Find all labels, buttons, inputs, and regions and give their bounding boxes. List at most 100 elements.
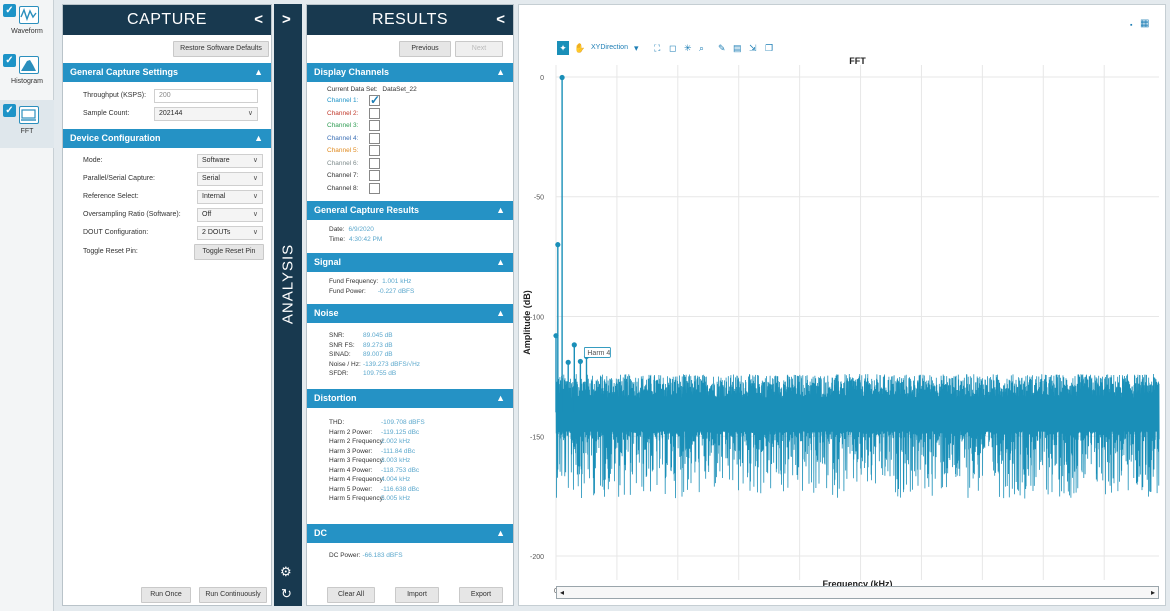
- gears-icon[interactable]: ⚙: [280, 564, 292, 579]
- channel-checkbox[interactable]: [369, 132, 380, 144]
- chevron-down-icon: ∨: [252, 157, 258, 164]
- run-once-button[interactable]: Run Once: [141, 587, 191, 603]
- y-tick-label: 0: [540, 75, 544, 82]
- collapse-results-icon[interactable]: <: [496, 11, 505, 28]
- restore-defaults-button[interactable]: Restore Software Defaults: [173, 41, 269, 57]
- chart-title: FFT: [849, 56, 866, 66]
- dout-config-value: 2 DOUTs: [202, 229, 231, 236]
- chevron-down-icon: ∨: [247, 110, 253, 117]
- result-row: SNR FS: 89.273 dB: [329, 341, 393, 350]
- channel-checkbox[interactable]: [369, 170, 380, 181]
- channel-label: Channel 8:: [327, 184, 359, 192]
- nav-item-fft[interactable]: ✓ FFT: [0, 100, 54, 148]
- distortion-header[interactable]: Distortion ▲: [307, 389, 513, 408]
- scroll-left-icon[interactable]: ◂: [560, 588, 565, 597]
- next-button[interactable]: Next: [455, 41, 503, 57]
- result-label: Harm 5 Power:: [329, 485, 373, 493]
- copy-icon[interactable]: ❐: [765, 43, 774, 53]
- previous-button[interactable]: Previous: [399, 41, 451, 57]
- checkbox-checked-icon[interactable]: ✓: [3, 104, 16, 117]
- dc-header[interactable]: DC ▲: [307, 524, 513, 543]
- result-row: Harm 5 Frequency: 5.005 kHz: [329, 494, 410, 503]
- general-capture-results-header[interactable]: General Capture Results ▲: [307, 201, 513, 220]
- dout-config-label: DOUT Configuration:: [83, 229, 149, 236]
- general-capture-settings-title: General Capture Settings: [70, 67, 179, 77]
- fund-frequency-value: 1.001 kHz: [382, 278, 412, 285]
- nav-item-histogram[interactable]: ✓ Histogram: [0, 50, 54, 98]
- dc-title: DC: [314, 528, 327, 538]
- result-label: SFDR:: [329, 370, 349, 377]
- zoom-icon[interactable]: ⌕: [699, 43, 705, 53]
- waveform-icon: [19, 6, 39, 24]
- export-button[interactable]: Export: [459, 587, 503, 603]
- fft-trace: [555, 373, 1160, 499]
- result-row: Harm 4 Power: -118.753 dBc: [329, 466, 419, 475]
- nav-label-histogram: Histogram: [11, 78, 43, 85]
- channel-label: Channel 7:: [327, 172, 359, 179]
- result-label: SINAD:: [329, 351, 351, 358]
- channel-label: Channel 2:: [327, 109, 359, 117]
- signal-title: Signal: [314, 257, 342, 267]
- parallel-serial-select[interactable]: Serial ∨: [197, 172, 263, 186]
- chevron-down-icon: ∨: [252, 175, 258, 182]
- run-continuously-button[interactable]: Run Continuously: [199, 587, 267, 603]
- fund-power-value: -0.227 dBFS: [377, 288, 415, 295]
- collapse-capture-icon[interactable]: <: [254, 11, 263, 28]
- noise-header[interactable]: Noise ▲: [307, 304, 513, 323]
- throughput-input[interactable]: 200: [154, 89, 258, 103]
- nav-item-waveform[interactable]: ✓ Waveform: [0, 0, 54, 48]
- result-row: Harm 3 Power: -111.84 dBc: [329, 447, 415, 456]
- channel-checkbox[interactable]: [369, 182, 380, 194]
- sample-count-select[interactable]: 202144 ∨: [154, 107, 258, 121]
- checkbox-checked-icon[interactable]: ✓: [3, 4, 16, 17]
- fund-power-label: Fund Power:: [329, 288, 366, 295]
- expand-analysis-icon[interactable]: >: [282, 11, 291, 28]
- zoom-box-icon[interactable]: ◻: [669, 43, 677, 53]
- import-button[interactable]: Import: [395, 587, 439, 603]
- result-label: Harm 3 Frequency:: [329, 457, 385, 464]
- dropdown-arrow-icon[interactable]: ▾: [634, 43, 639, 53]
- display-channels-header[interactable]: Display Channels ▲: [307, 63, 513, 82]
- chevron-up-icon: ▲: [254, 67, 263, 77]
- channel-checkbox[interactable]: [369, 157, 380, 169]
- time-row: Time: 4:30:42 PM: [329, 235, 382, 244]
- y-tick-label: -50: [534, 195, 544, 202]
- channel-checkbox[interactable]: [369, 120, 380, 131]
- save-icon[interactable]: ▤: [733, 43, 742, 53]
- channel-checkbox[interactable]: [369, 93, 380, 107]
- auto-scale-icon[interactable]: ✳: [684, 43, 692, 53]
- horizontal-scrollbar[interactable]: ◂ ▸: [556, 586, 1159, 599]
- result-label: SNR FS:: [329, 341, 355, 349]
- toggle-reset-button[interactable]: Toggle Reset Pin: [194, 244, 264, 260]
- clear-all-button[interactable]: Clear All: [327, 587, 375, 603]
- device-configuration-title: Device Configuration: [70, 133, 161, 143]
- dout-config-select[interactable]: 2 DOUTs ∨: [197, 226, 263, 240]
- result-label: Harm 2 Frequency:: [329, 438, 385, 445]
- checkbox-checked-icon[interactable]: ✓: [3, 54, 16, 67]
- mode-select[interactable]: Software ∨: [197, 154, 263, 168]
- scroll-right-icon[interactable]: ▸: [1150, 588, 1155, 597]
- reference-select[interactable]: Internal ∨: [197, 190, 263, 204]
- y-axis-label: Amplitude (dB): [522, 290, 532, 355]
- channel-checkbox[interactable]: [369, 145, 380, 156]
- date-row: Date: 6/9/2020: [329, 225, 374, 234]
- y-tick-label: -150: [530, 434, 544, 441]
- signal-header[interactable]: Signal ▲: [307, 253, 513, 272]
- results-header: RESULTS <: [307, 5, 513, 35]
- export-plot-icon[interactable]: ⇲: [749, 43, 757, 53]
- general-capture-settings-header[interactable]: General Capture Settings ▲: [63, 63, 271, 82]
- select-tool-icon[interactable]: ✦: [557, 41, 569, 55]
- legend-toggle-icon[interactable]: ▪: [1130, 22, 1133, 29]
- refresh-icon[interactable]: ↻: [281, 586, 292, 601]
- xy-direction-select[interactable]: XYDirection: [591, 44, 628, 51]
- grid-toggle-icon[interactable]: ▦: [1140, 18, 1150, 29]
- pan-tool-icon[interactable]: ✋: [574, 43, 586, 53]
- device-configuration-header[interactable]: Device Configuration ▲: [63, 129, 271, 148]
- result-row: SFDR: 109.755 dB: [329, 369, 396, 378]
- channel-label: Channel 5:: [327, 147, 359, 154]
- oversampling-select[interactable]: Off ∨: [197, 208, 263, 222]
- fit-to-window-icon[interactable]: ⛶: [654, 43, 661, 53]
- channel-checkbox[interactable]: [369, 107, 380, 119]
- draw-icon[interactable]: ✎: [718, 43, 726, 53]
